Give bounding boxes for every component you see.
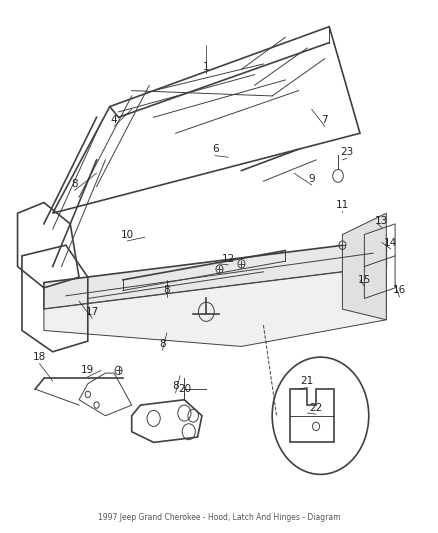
- Text: 21: 21: [300, 376, 313, 386]
- Text: 12: 12: [221, 254, 234, 263]
- Text: 18: 18: [33, 352, 46, 362]
- Text: 6: 6: [211, 144, 218, 154]
- Text: 22: 22: [309, 403, 322, 413]
- Text: 15: 15: [357, 275, 370, 285]
- Text: 14: 14: [383, 238, 396, 247]
- Text: 1: 1: [202, 62, 209, 71]
- Text: 8: 8: [71, 179, 78, 189]
- Text: 10: 10: [120, 230, 134, 239]
- Polygon shape: [44, 266, 385, 346]
- Polygon shape: [342, 213, 385, 320]
- Text: 11: 11: [335, 200, 348, 210]
- Text: 4: 4: [110, 115, 117, 125]
- Text: 19: 19: [81, 366, 94, 375]
- Text: 23: 23: [339, 147, 353, 157]
- Text: 7: 7: [321, 115, 328, 125]
- Text: 1997 Jeep Grand Cherokee - Hood, Latch And Hinges - Diagram: 1997 Jeep Grand Cherokee - Hood, Latch A…: [98, 513, 340, 522]
- Text: 8: 8: [163, 286, 170, 295]
- Text: 8: 8: [172, 382, 179, 391]
- Text: 20: 20: [177, 384, 191, 394]
- Text: 17: 17: [85, 307, 99, 317]
- Polygon shape: [44, 240, 385, 309]
- Text: 8: 8: [159, 339, 166, 349]
- Text: 13: 13: [374, 216, 388, 226]
- Text: 16: 16: [392, 286, 405, 295]
- Text: 9: 9: [307, 174, 314, 183]
